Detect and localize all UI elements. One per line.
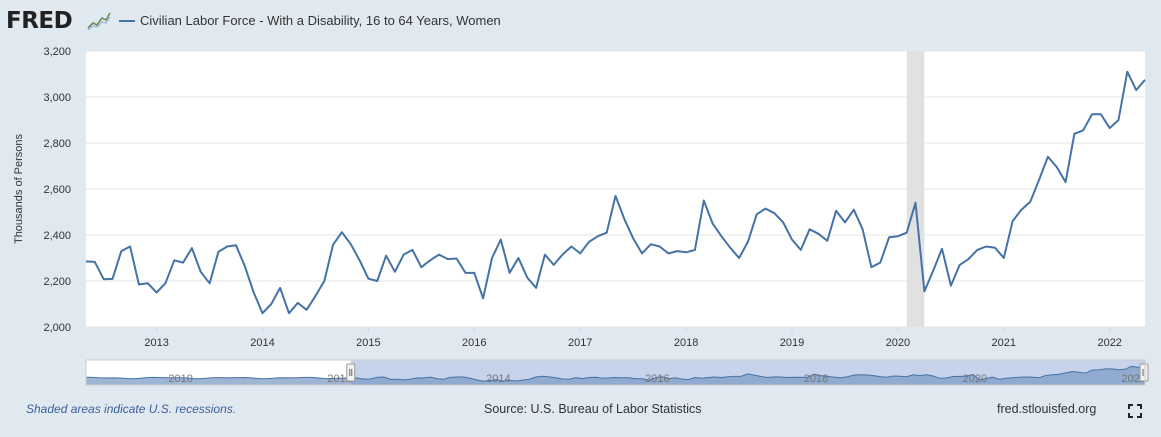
recession-band bbox=[906, 51, 925, 327]
navigator-label: 2014 bbox=[486, 373, 510, 385]
series-legend-label[interactable]: Civilian Labor Force - With a Disability… bbox=[140, 13, 501, 28]
fred-logo[interactable]: FRED bbox=[6, 8, 73, 34]
y-tick-label: 2,600 bbox=[43, 184, 71, 196]
navigator-label: 2016 bbox=[645, 373, 669, 385]
x-tick-label: 2020 bbox=[886, 337, 910, 349]
x-tick-label: 2019 bbox=[780, 337, 804, 349]
fred-graph-icon bbox=[87, 12, 111, 31]
site-link[interactable]: fred.stlouisfed.org bbox=[997, 402, 1097, 416]
y-tick-label: 2,800 bbox=[43, 138, 71, 150]
series-line[interactable] bbox=[85, 70, 1146, 315]
x-tick-label: 2022 bbox=[1097, 337, 1121, 349]
chart-header: FRED Civilian Labor Force - With a Disab… bbox=[0, 0, 1161, 42]
x-tick-label: 2021 bbox=[992, 337, 1016, 349]
recession-note[interactable]: Shaded areas indicate U.S. recessions. bbox=[26, 402, 237, 416]
navigator-label: 2010 bbox=[168, 373, 192, 385]
navigator-label: 2018 bbox=[804, 373, 828, 385]
x-tick-label: 2017 bbox=[568, 337, 592, 349]
expand-icon[interactable] bbox=[1128, 404, 1142, 418]
legend-swatch bbox=[119, 20, 135, 22]
x-tick-label: 2018 bbox=[674, 337, 698, 349]
navigator-label: 2020 bbox=[963, 373, 987, 385]
navigator-label: 2012 bbox=[327, 373, 351, 385]
navigator-handle[interactable] bbox=[1139, 363, 1149, 382]
navigator-line bbox=[85, 365, 1146, 382]
y-tick-label: 3,000 bbox=[43, 92, 71, 104]
y-tick-label: 2,200 bbox=[43, 276, 71, 288]
y-axis-title: Thousands of Persons bbox=[13, 133, 25, 244]
y-tick-label: 3,200 bbox=[43, 46, 71, 58]
x-tick-label: 2014 bbox=[250, 337, 274, 349]
range-navigator[interactable]: 2010 2012 2014 2016 2018 2020 2022 bbox=[85, 359, 1149, 386]
source-note: Source: U.S. Bureau of Labor Statistics bbox=[484, 402, 702, 416]
y-tick-label: 2,000 bbox=[43, 322, 71, 334]
x-tick-label: 2013 bbox=[144, 337, 168, 349]
x-tick-label: 2015 bbox=[356, 337, 380, 349]
navigator-handle[interactable] bbox=[346, 363, 356, 382]
x-tick-label: 2016 bbox=[462, 337, 486, 349]
y-tick-label: 2,400 bbox=[43, 230, 71, 242]
navigator-frame bbox=[85, 359, 1146, 386]
line-chart[interactable]: 2,000 2,200 2,400 2,600 2,800 3,000 3,200 2013… bbox=[0, 0, 1161, 400]
